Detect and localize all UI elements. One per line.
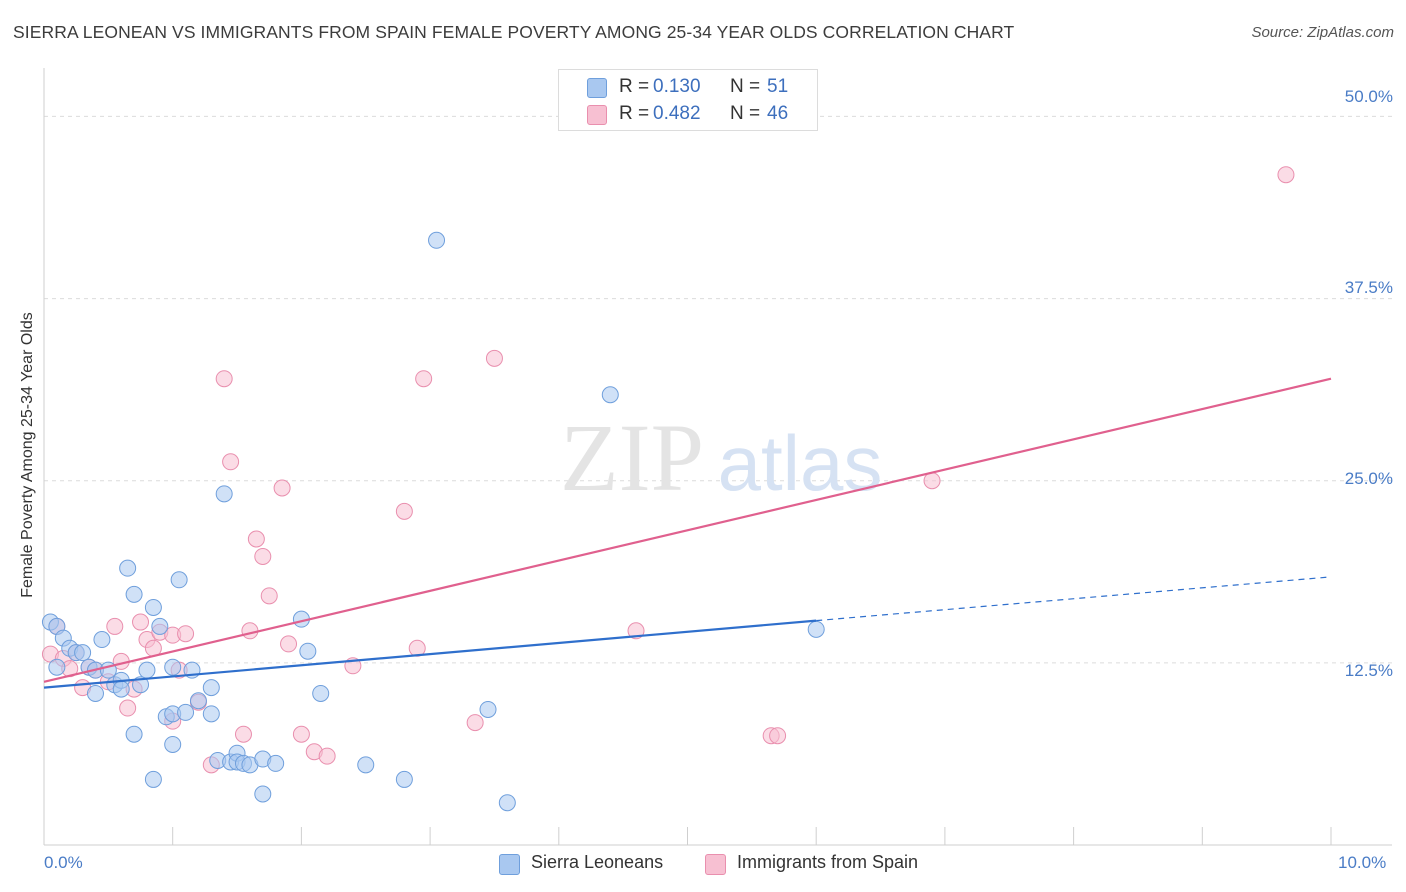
data-point xyxy=(215,485,233,503)
trend-line-sierra-leoneans xyxy=(43,619,817,689)
watermark-atlas: atlas xyxy=(718,419,883,507)
data-point xyxy=(769,727,787,745)
legend-n-value: 51 xyxy=(767,76,789,97)
data-point xyxy=(125,585,143,603)
data-point xyxy=(138,661,156,679)
trend-lines xyxy=(43,377,1332,689)
data-point xyxy=(48,658,66,676)
data-point xyxy=(202,705,220,723)
legend-r-label: R = xyxy=(619,103,650,124)
data-point xyxy=(247,530,265,548)
data-point xyxy=(479,700,497,718)
data-point xyxy=(415,370,433,388)
data-point xyxy=(170,571,188,589)
data-point xyxy=(395,502,413,520)
y-axis-label: Female Poverty Among 25-34 Year Olds xyxy=(19,312,36,598)
data-point xyxy=(189,692,207,710)
data-point xyxy=(498,794,516,812)
watermark-zip: ZIP xyxy=(560,404,704,511)
data-point xyxy=(318,747,336,765)
legend-label: Sierra Leoneans xyxy=(531,852,664,872)
trend-line-immigrants-from-spain xyxy=(43,377,1332,683)
y-tick-label: 50.0% xyxy=(1344,87,1393,106)
data-point xyxy=(112,680,130,698)
legend-swatch-pink xyxy=(587,105,607,125)
legend-r-label: R = xyxy=(619,76,650,97)
trend-line-extension xyxy=(816,576,1332,622)
correlation-legend: R = 0.130 N = 51 R = 0.482 N = 46 xyxy=(558,69,818,131)
data-point xyxy=(177,703,195,721)
legend-r-value: 0.482 xyxy=(653,103,701,124)
data-point xyxy=(395,770,413,788)
data-point xyxy=(601,386,619,404)
data-point xyxy=(273,479,291,497)
data-point xyxy=(106,617,124,635)
data-point xyxy=(267,754,285,772)
data-point xyxy=(234,725,252,743)
y-tick-label: 12.5% xyxy=(1344,661,1393,680)
data-point xyxy=(241,622,259,640)
series-sierra-leoneans xyxy=(41,231,825,812)
data-point xyxy=(144,598,162,616)
data-point xyxy=(428,231,446,249)
y-tick-label: 37.5% xyxy=(1344,278,1393,297)
data-point xyxy=(466,714,484,732)
data-point xyxy=(299,642,317,660)
data-point xyxy=(132,613,150,631)
legend-swatch-blue xyxy=(499,854,520,875)
legend-n-label: N = xyxy=(730,103,761,124)
legend-n-value: 46 xyxy=(767,103,789,124)
source-credit: Source: ZipAtlas.com xyxy=(1251,24,1394,41)
chart-title: SIERRA LEONEAN VS IMMIGRANTS FROM SPAIN … xyxy=(13,22,1015,42)
legend-swatch-pink xyxy=(705,854,726,875)
data-point xyxy=(164,658,182,676)
data-point xyxy=(132,676,150,694)
legend-n-label: N = xyxy=(730,76,761,97)
axes xyxy=(43,68,1392,846)
series-legend: Sierra Leoneans Immigrants from Spain xyxy=(0,852,1406,876)
data-point xyxy=(144,770,162,788)
data-point xyxy=(260,587,278,605)
data-point xyxy=(74,644,92,662)
data-point xyxy=(151,617,169,635)
data-point xyxy=(357,756,375,774)
data-point xyxy=(215,370,233,388)
data-point xyxy=(312,684,330,702)
x-tick-label-min: 0.0% xyxy=(44,853,83,872)
data-point xyxy=(164,735,182,753)
data-point xyxy=(177,625,195,643)
legend-label: Immigrants from Spain xyxy=(737,852,919,872)
legend-swatch-blue xyxy=(587,78,607,98)
data-point xyxy=(485,349,503,367)
data-point xyxy=(807,620,825,638)
data-point xyxy=(254,547,272,565)
data-point xyxy=(292,725,310,743)
data-point xyxy=(125,725,143,743)
data-point xyxy=(222,453,240,471)
data-point xyxy=(93,631,111,649)
data-point xyxy=(86,684,104,702)
data-point xyxy=(280,635,298,653)
y-tick-label: 25.0% xyxy=(1344,469,1393,488)
x-tick-label-max: 10.0% xyxy=(1338,853,1387,872)
data-point xyxy=(1277,166,1295,184)
legend-r-value: 0.130 xyxy=(653,76,701,97)
data-point xyxy=(119,699,137,717)
data-point xyxy=(119,559,137,577)
grid-lines xyxy=(44,115,1392,664)
data-point xyxy=(254,785,272,803)
data-point xyxy=(202,679,220,697)
